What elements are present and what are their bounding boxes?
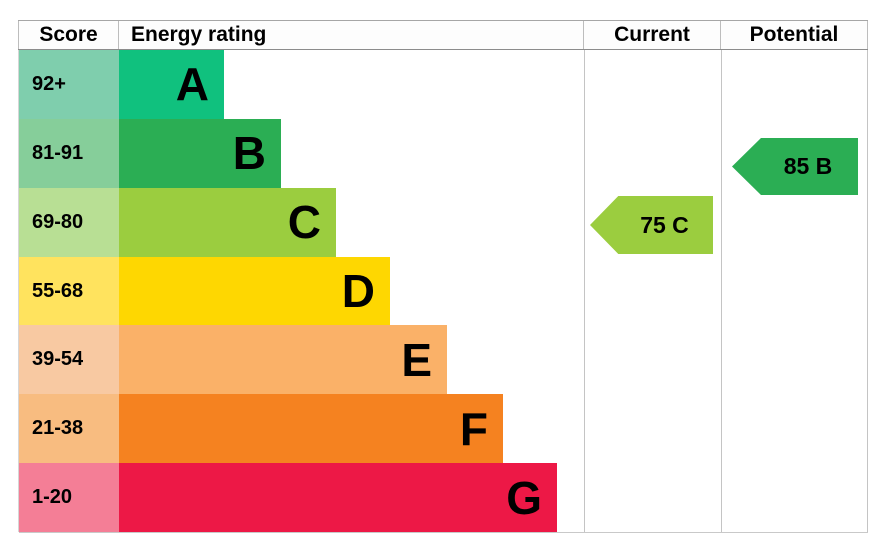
band-letter-c: C <box>287 196 321 249</box>
divider-potential-left <box>721 50 722 532</box>
current-rating-label: 75 C <box>640 211 689 238</box>
score-range-b: 81-91 <box>19 118 119 188</box>
band-letter-e: E <box>401 333 432 386</box>
band-row-f: 21-38 F <box>19 394 868 464</box>
score-range-d: 55-68 <box>19 256 119 326</box>
rating-bar-g: G <box>119 463 557 533</box>
band-row-e: 39-54 E <box>19 325 868 395</box>
header-current: Current <box>583 21 720 49</box>
rating-bar-c: C <box>119 187 336 257</box>
potential-rating-label: 85 B <box>783 153 833 179</box>
band-rows: 92+ A 81-91 B 69-80 C <box>19 50 868 533</box>
rating-bar-d: D <box>119 256 390 326</box>
table-bottom-border <box>19 532 868 533</box>
score-range-a: 92+ <box>19 50 119 119</box>
header-potential: Potential <box>720 21 868 49</box>
divider-current-left <box>584 50 585 532</box>
band-letter-f: F <box>459 402 488 455</box>
rating-bar-f: F <box>119 394 503 464</box>
band-row-c: 69-80 C <box>19 187 868 257</box>
rating-bar-e: E <box>119 325 447 395</box>
score-range-e: 39-54 <box>19 325 119 395</box>
rating-bar-b: B <box>119 118 281 188</box>
header-score: Score <box>18 21 118 49</box>
header-row: Score Energy rating Current Potential <box>18 20 868 50</box>
band-letter-g: G <box>506 471 542 524</box>
band-row-d: 55-68 D <box>19 256 868 326</box>
band-letter-a: A <box>175 58 209 111</box>
score-range-g: 1-20 <box>19 463 119 533</box>
chart-body: 92+ A 81-91 B 69-80 C <box>18 50 868 533</box>
score-range-c: 69-80 <box>19 187 119 257</box>
rating-bar-a: A <box>119 50 224 119</box>
potential-rating-arrow: 85 B <box>732 138 858 195</box>
band-letter-d: D <box>341 265 375 317</box>
band-row-b: 81-91 B <box>19 118 868 188</box>
epc-table: Score Energy rating Current Potential 92… <box>18 20 868 533</box>
band-row-a: 92+ A <box>19 50 868 119</box>
current-rating-arrow: 75 C <box>590 196 713 254</box>
band-letter-b: B <box>232 127 266 180</box>
score-range-f: 21-38 <box>19 394 119 464</box>
band-row-g: 1-20 G <box>19 463 868 533</box>
divider-right-edge <box>867 50 868 532</box>
header-energy-rating: Energy rating <box>118 21 583 49</box>
